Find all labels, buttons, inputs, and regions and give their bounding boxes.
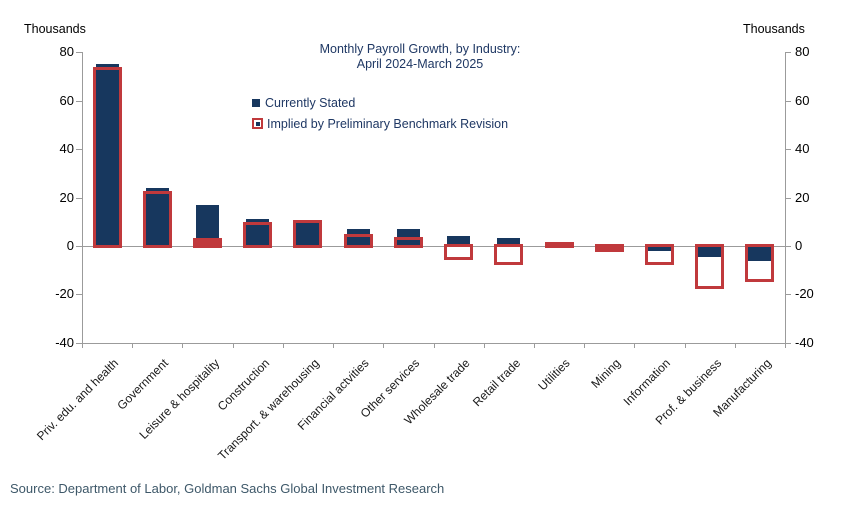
y-tick-mark-left <box>76 246 82 247</box>
x-tick-mark <box>132 343 133 348</box>
y-tick-mark-right <box>785 294 791 295</box>
bar-implied-construction <box>243 222 272 248</box>
legend-label: Currently Stated <box>265 95 356 110</box>
y-tick-mark-right <box>785 52 791 53</box>
plot-area: 80 80 60 60 40 40 20 20 0 0 -20 -20 -40 -40 Priv. edu.… <box>34 44 814 463</box>
y-tick-label-left: 60 <box>59 93 74 108</box>
y-tick-label-right: 60 <box>795 93 810 108</box>
right-axis-title: Thousands <box>743 22 805 36</box>
y-tick-label-left: -20 <box>55 286 74 301</box>
bar-implied-financial-actvities <box>344 234 373 248</box>
legend-item-implied-revision: Implied by Preliminary Benchmark Revisio… <box>252 113 508 134</box>
x-axis-label: Utilities <box>535 356 573 394</box>
x-axis-label: Priv. edu. and health <box>33 356 121 444</box>
x-tick-mark <box>685 343 686 348</box>
x-tick-mark <box>383 343 384 348</box>
bar-currently-stated-financial-actvities <box>347 229 370 247</box>
x-tick-mark <box>182 343 183 348</box>
x-tick-mark <box>785 343 786 348</box>
x-tick-mark <box>434 343 435 348</box>
bar-implied-manufacturing <box>745 244 774 282</box>
bar-implied-leisure-hospitality <box>193 237 222 248</box>
y-tick-mark-right <box>785 101 791 102</box>
x-tick-mark <box>534 343 535 348</box>
bar-implied-information <box>645 244 674 265</box>
y-tick-label-right: -20 <box>795 286 814 301</box>
left-axis-title: Thousands <box>24 22 86 36</box>
bar-implied-mining <box>595 244 624 252</box>
bar-currently-stated-priv-edu-and-health <box>96 64 119 247</box>
bar-implied-other-services <box>394 236 423 248</box>
y-tick-mark-right <box>785 343 791 344</box>
y-tick-label-left: 0 <box>66 238 74 253</box>
x-tick-mark <box>333 343 334 348</box>
bar-currently-stated-prof-business <box>698 246 721 257</box>
x-tick-mark <box>584 343 585 348</box>
y-tick-label-right: 20 <box>795 190 810 205</box>
bar-implied-prof-business <box>695 244 724 290</box>
legend: Currently Stated Implied by Preliminary … <box>252 92 508 134</box>
source-note: Source: Department of Labor, Goldman Sac… <box>10 481 445 496</box>
bar-currently-stated-wholesale-trade <box>447 236 470 247</box>
x-tick-mark <box>484 343 485 348</box>
x-axis-label: Transport. & warehousing <box>215 356 322 463</box>
y-axis-left <box>82 52 83 344</box>
x-tick-mark <box>634 343 635 348</box>
y-tick-label-right: 0 <box>795 238 803 253</box>
y-tick-mark-left <box>76 101 82 102</box>
outline-square-icon <box>252 118 263 129</box>
y-tick-mark-right <box>785 149 791 150</box>
bar-implied-wholesale-trade <box>444 244 473 261</box>
x-tick-mark <box>233 343 234 348</box>
x-tick-mark <box>283 343 284 348</box>
zero-line <box>82 246 785 247</box>
bar-implied-government <box>143 190 172 248</box>
x-tick-mark <box>735 343 736 348</box>
y-tick-label-left: 80 <box>59 44 74 59</box>
bar-currently-stated-transport-warehousing <box>296 222 319 247</box>
legend-label: Implied by Preliminary Benchmark Revisio… <box>267 116 509 131</box>
y-tick-mark-left <box>76 343 82 344</box>
y-tick-mark-right <box>785 246 791 247</box>
x-axis-line <box>82 343 785 344</box>
filled-square-icon <box>252 98 260 107</box>
bar-currently-stated-information <box>648 246 671 251</box>
y-tick-mark-right <box>785 198 791 199</box>
y-tick-label-right: 40 <box>795 141 810 156</box>
bar-implied-utilities <box>545 241 574 248</box>
bar-currently-stated-retail-trade <box>497 237 520 247</box>
y-tick-label-right: 80 <box>795 44 810 59</box>
bar-implied-transport-warehousing <box>293 219 322 248</box>
x-tick-mark <box>82 343 83 348</box>
chart-title: Monthly Payroll Growth, by Industry: Apr… <box>160 42 680 72</box>
y-tick-label-left: -40 <box>55 335 74 350</box>
square-dot-icon <box>255 121 260 126</box>
y-tick-mark-left <box>76 52 82 53</box>
x-axis-label: Information <box>620 356 673 409</box>
x-axis-label: Mining <box>587 356 623 391</box>
y-tick-label-left: 40 <box>59 141 74 156</box>
y-tick-mark-left <box>76 198 82 199</box>
chart-title-line1: Monthly Payroll Growth, by Industry: <box>319 42 521 56</box>
y-tick-mark-left <box>76 149 82 150</box>
y-tick-label-left: 20 <box>59 190 74 205</box>
bar-currently-stated-leisure-hospitality <box>196 204 219 247</box>
y-tick-label-right: -40 <box>795 335 814 350</box>
bar-currently-stated-construction <box>246 219 269 247</box>
chart-title-line2: April 2024-March 2025 <box>356 57 484 71</box>
y-tick-mark-left <box>76 294 82 295</box>
bar-currently-stated-manufacturing <box>748 246 771 261</box>
x-axis-label: Retail trade <box>469 356 523 410</box>
bar-implied-priv-edu-and-health <box>93 66 122 248</box>
legend-item-currently-stated: Currently Stated <box>252 92 508 113</box>
bar-implied-retail-trade <box>494 244 523 265</box>
bar-currently-stated-government <box>146 187 169 247</box>
